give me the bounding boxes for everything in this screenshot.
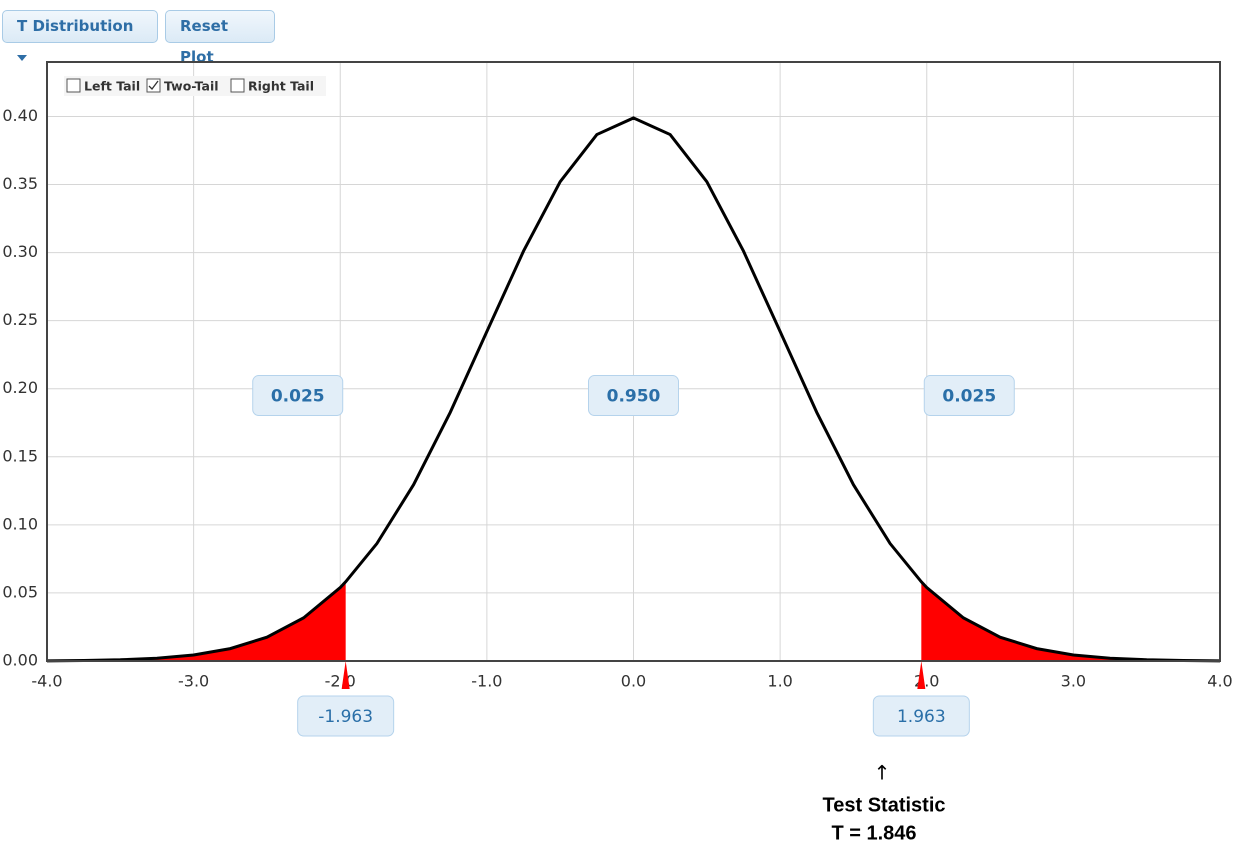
x-tick-label: -1.0 [471,672,502,691]
critical-label: -1.963 [318,707,373,727]
critical-marker [917,661,926,689]
distribution-button[interactable]: T Distribution [2,10,158,61]
area-label: 0.025 [271,387,325,407]
y-tick-label: 0.10 [2,514,38,533]
y-tick-label: 0.30 [2,242,38,261]
x-tick-label: -4.0 [31,672,62,691]
button-label: T Distribution [17,17,134,35]
plot-border [46,61,1221,662]
tail-option[interactable]: Right Tail [230,78,314,94]
x-tick-label: -3.0 [178,672,209,691]
checkbox-label: Left Tail [84,79,140,94]
y-tick-label: 0.05 [2,582,38,601]
checkbox-label: Right Tail [248,79,314,94]
y-tick-label: 0.40 [2,106,38,125]
annotation-text: T = 1.846 [831,822,916,844]
checkmark [148,80,159,90]
y-tick-label: 0.00 [2,651,38,670]
reset-button[interactable]: Reset Plot [165,10,275,66]
critical-label-box [872,695,970,737]
y-tick-label: 0.35 [2,174,38,193]
right-tail-area [921,581,1220,661]
tail-option[interactable]: Two-Tail [146,78,219,94]
area-label: 0.950 [607,387,661,407]
critical-label-box [297,695,395,737]
dropdown-caret [17,54,27,61]
tail-option[interactable]: Left Tail [66,78,140,94]
y-tick-label: 0.25 [2,310,38,329]
critical-label: 1.963 [897,707,946,727]
density-curve [46,116,1221,663]
annotation-arrow: ↑ [874,761,891,785]
checkbox [66,78,81,93]
x-tick-label: 3.0 [1061,672,1086,691]
critical-marker [341,661,350,689]
options-background [64,76,326,96]
x-tick-label: -2.0 [325,672,356,691]
left-tail-area [47,581,346,661]
checkbox [146,78,161,93]
x-tick-label: 0.0 [621,672,646,691]
area-label-box [923,375,1015,417]
area-label-box [252,375,344,417]
checkbox-label: Two-Tail [164,79,219,94]
checkbox [230,78,245,93]
y-tick-label: 0.20 [2,378,38,397]
area-label-box [588,375,679,417]
x-tick-label: 4.0 [1207,672,1232,691]
area-label: 0.025 [942,387,996,407]
annotation-title: Test Statistic [823,794,946,816]
x-tick-label: 1.0 [767,672,792,691]
y-tick-label: 0.15 [2,446,38,465]
